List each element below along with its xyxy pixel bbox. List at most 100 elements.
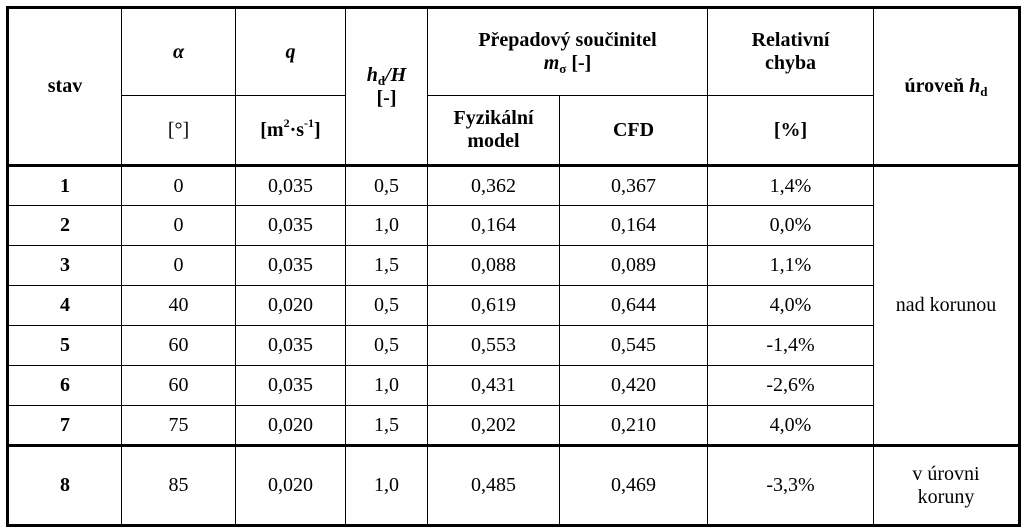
header-hd-ratio: hd/H [-] bbox=[345, 7, 428, 167]
cell-cfd: 0,644 bbox=[559, 285, 708, 326]
cell-stav: 3 bbox=[7, 245, 122, 286]
hd-unit: [-] bbox=[376, 86, 397, 109]
cell-q: 0,035 bbox=[235, 205, 346, 246]
q-unit-base: [m bbox=[260, 118, 284, 141]
cell-q: 0,035 bbox=[235, 245, 346, 286]
cell-error: 4,0% bbox=[707, 285, 874, 326]
header-alpha-unit: [°] bbox=[121, 95, 236, 167]
cell-stav: 2 bbox=[7, 205, 122, 246]
cell-hd-ratio: 1,0 bbox=[345, 444, 428, 526]
header-q: q bbox=[235, 7, 346, 96]
level-prefix: úroveň bbox=[904, 75, 965, 97]
phys-line1: Fyzikální bbox=[453, 107, 534, 129]
q-unit-end: ] bbox=[314, 118, 321, 141]
header-level: úroveň hd bbox=[873, 7, 1020, 167]
cell-hd-ratio: 0,5 bbox=[345, 325, 428, 366]
cell-hd-ratio: 1,0 bbox=[345, 205, 428, 246]
results-table: stav α q hd/H [-] Přepadový součinitel m… bbox=[6, 6, 1021, 527]
rel-line1: Relativní bbox=[751, 29, 830, 51]
cell-stav: 1 bbox=[7, 165, 122, 206]
cell-hd-ratio: 1,5 bbox=[345, 245, 428, 286]
cell-level-at-crest: v úrovni koruny bbox=[873, 444, 1020, 526]
cell-hd-ratio: 0,5 bbox=[345, 285, 428, 326]
hd-over-h: /H bbox=[385, 63, 407, 86]
table-row: 4 40 0,020 0,5 0,619 0,644 4,0% bbox=[7, 285, 1020, 326]
table-row: 2 0 0,035 1,0 0,164 0,164 0,0% bbox=[7, 205, 1020, 246]
cell-error: 1,4% bbox=[707, 165, 874, 206]
cell-hd-ratio: 1,0 bbox=[345, 365, 428, 406]
table-row: 7 75 0,020 1,5 0,202 0,210 4,0% bbox=[7, 405, 1020, 446]
header-cfd: CFD bbox=[559, 95, 708, 167]
cell-q: 0,035 bbox=[235, 325, 346, 366]
header-relative-error: Relativní chyba bbox=[707, 7, 874, 96]
cell-stav: 4 bbox=[7, 285, 122, 326]
cell-alpha: 60 bbox=[121, 325, 236, 366]
table-header: stav α q hd/H [-] Přepadový součinitel m… bbox=[7, 7, 1020, 167]
cell-cfd: 0,469 bbox=[559, 444, 708, 526]
cell-alpha: 60 bbox=[121, 365, 236, 406]
level-at-crest-line2: koruny bbox=[917, 485, 975, 508]
table-row: 3 0 0,035 1,5 0,088 0,089 1,1% bbox=[7, 245, 1020, 286]
level-at-crest-line1: v úrovni bbox=[912, 462, 980, 485]
cell-physical: 0,164 bbox=[427, 205, 560, 246]
hd-subscript: d bbox=[377, 72, 386, 88]
coefficient-sigma: σ bbox=[559, 61, 567, 76]
header-physical-model: Fyzikální model bbox=[427, 95, 560, 167]
table-body: 1 0 0,035 0,5 0,362 0,367 1,4% nad korun… bbox=[7, 165, 1020, 526]
q-unit-mid: ·s bbox=[289, 118, 305, 141]
header-stav: stav bbox=[7, 7, 122, 167]
cell-physical: 0,619 bbox=[427, 285, 560, 326]
cell-alpha: 0 bbox=[121, 245, 236, 286]
coefficient-unit: [-] bbox=[571, 52, 592, 74]
cell-stav: 6 bbox=[7, 365, 122, 406]
cell-physical: 0,088 bbox=[427, 245, 560, 286]
cell-cfd: 0,420 bbox=[559, 365, 708, 406]
level-subscript: d bbox=[980, 84, 988, 99]
cell-cfd: 0,089 bbox=[559, 245, 708, 286]
q-symbol: q bbox=[285, 40, 296, 63]
cell-hd-ratio: 0,5 bbox=[345, 165, 428, 206]
cell-error: 4,0% bbox=[707, 405, 874, 446]
cell-physical: 0,431 bbox=[427, 365, 560, 406]
hd-h: h bbox=[366, 63, 378, 86]
alpha-symbol: α bbox=[172, 40, 185, 63]
cell-physical: 0,202 bbox=[427, 405, 560, 446]
cell-cfd: 0,210 bbox=[559, 405, 708, 446]
cell-hd-ratio: 1,5 bbox=[345, 405, 428, 446]
cell-physical: 0,553 bbox=[427, 325, 560, 366]
cell-q: 0,020 bbox=[235, 285, 346, 326]
coefficient-title: Přepadový součinitel bbox=[478, 29, 657, 51]
cell-stav: 7 bbox=[7, 405, 122, 446]
table-row: 1 0 0,035 0,5 0,362 0,367 1,4% nad korun… bbox=[7, 165, 1020, 446]
cell-q: 0,035 bbox=[235, 165, 346, 206]
coefficient-m: m bbox=[543, 52, 560, 74]
cell-cfd: 0,164 bbox=[559, 205, 708, 246]
cell-physical: 0,362 bbox=[427, 165, 560, 206]
cell-alpha: 85 bbox=[121, 444, 236, 526]
cell-alpha: 0 bbox=[121, 205, 236, 246]
header-q-unit: [m2·s-1] bbox=[235, 95, 346, 167]
q-unit-exp2: -1 bbox=[304, 115, 315, 130]
cell-cfd: 0,367 bbox=[559, 165, 708, 206]
cell-error: -1,4% bbox=[707, 325, 874, 366]
cell-physical: 0,485 bbox=[427, 444, 560, 526]
cell-q: 0,020 bbox=[235, 444, 346, 526]
table-row: 5 60 0,035 0,5 0,553 0,545 -1,4% bbox=[7, 325, 1020, 366]
table-row: 8 85 0,020 1,0 0,485 0,469 -3,3% v úrovn… bbox=[7, 444, 1020, 526]
cell-q: 0,020 bbox=[235, 405, 346, 446]
header-coefficient: Přepadový součinitel mσ [-] bbox=[427, 7, 708, 96]
phys-line2: model bbox=[467, 130, 520, 152]
cell-alpha: 0 bbox=[121, 165, 236, 206]
cell-error: 0,0% bbox=[707, 205, 874, 246]
cell-stav: 5 bbox=[7, 325, 122, 366]
header-rel-unit: [%] bbox=[707, 95, 874, 167]
cell-error: 1,1% bbox=[707, 245, 874, 286]
cell-q: 0,035 bbox=[235, 365, 346, 406]
cell-stav: 8 bbox=[7, 444, 122, 526]
cell-cfd: 0,545 bbox=[559, 325, 708, 366]
cell-alpha: 40 bbox=[121, 285, 236, 326]
cell-alpha: 75 bbox=[121, 405, 236, 446]
level-h: h bbox=[969, 75, 981, 97]
table-row: 6 60 0,035 1,0 0,431 0,420 -2,6% bbox=[7, 365, 1020, 406]
rel-line2: chyba bbox=[764, 52, 817, 74]
